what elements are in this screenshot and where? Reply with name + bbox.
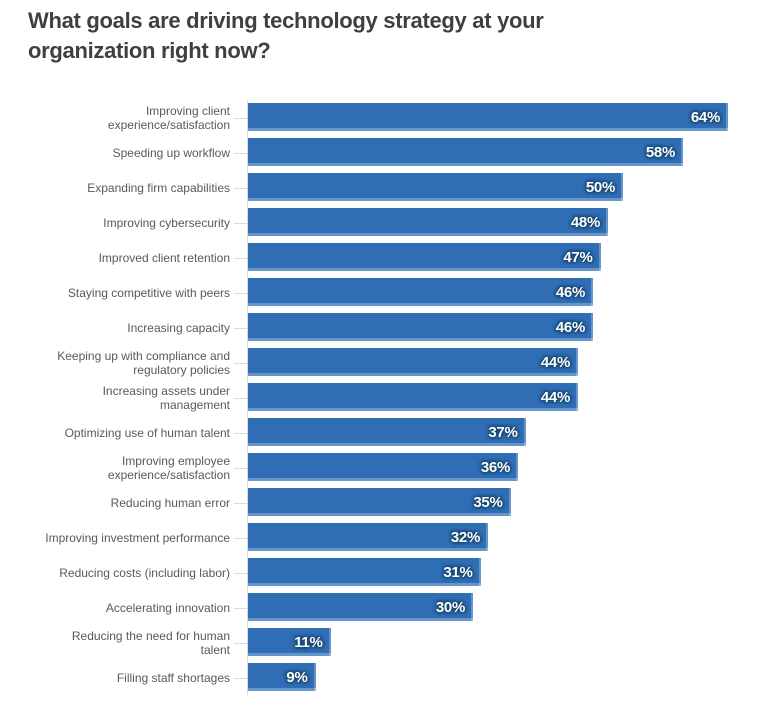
axis-tick: [234, 222, 247, 224]
category-label: Increasing assets under management: [102, 383, 230, 412]
chart-row: Speeding up workflow 58%: [0, 135, 763, 170]
axis-tick: [234, 432, 247, 434]
bar: 30%: [248, 593, 473, 621]
bar-chart: Improving client experience/satisfaction…: [0, 100, 763, 697]
category-label: Filling staff shortages: [116, 670, 230, 685]
category-label: Increasing capacity: [127, 320, 230, 335]
axis-tick: [234, 537, 247, 539]
chart-row: Improving employee experience/satisfacti…: [0, 450, 763, 485]
category-label: Reducing human error: [110, 495, 230, 510]
bar: 48%: [248, 208, 608, 236]
chart-row: Increasing capacity 46%: [0, 310, 763, 345]
bar-value-label: 48%: [570, 213, 600, 231]
bar: 58%: [248, 138, 683, 166]
bar-value-label: 44%: [540, 388, 570, 406]
chart-row: Expanding firm capabilities 50%: [0, 170, 763, 205]
bar-value-label: 11%: [294, 633, 323, 651]
bar-value-label: 36%: [480, 458, 510, 476]
category-label: Improved client retention: [98, 250, 230, 265]
bar: 50%: [248, 173, 623, 201]
bar-value-label: 9%: [286, 668, 308, 686]
category-label: Speeding up workflow: [112, 145, 230, 160]
axis-tick: [234, 607, 247, 609]
category-label: Improving investment performance: [45, 530, 230, 545]
bar-value-label: 46%: [555, 318, 585, 336]
category-label: Expanding firm capabilities: [87, 180, 230, 195]
axis-tick: [234, 117, 247, 119]
category-label: Keeping up with compliance and regulator…: [57, 348, 230, 377]
y-axis-line: [247, 100, 248, 695]
bar-value-label: 58%: [645, 143, 675, 161]
bar: 47%: [248, 243, 601, 271]
chart-row: Increasing assets under management 44%: [0, 380, 763, 415]
chart-row: Reducing costs (including labor) 31%: [0, 555, 763, 590]
axis-tick: [234, 467, 247, 469]
bar-value-label: 44%: [540, 353, 570, 371]
bar: 32%: [248, 523, 488, 551]
chart-row: Improving investment performance 32%: [0, 520, 763, 555]
bar: 35%: [248, 488, 511, 516]
axis-tick: [234, 572, 247, 574]
axis-tick: [234, 362, 247, 364]
category-label: Staying competitive with peers: [67, 285, 230, 300]
axis-tick: [234, 642, 247, 644]
bar: 44%: [248, 383, 578, 411]
chart-row: Filling staff shortages 9%: [0, 660, 763, 695]
category-label: Reducing costs (including labor): [59, 565, 230, 580]
chart-title: What goals are driving technology strate…: [28, 8, 544, 63]
bar-value-label: 37%: [488, 423, 518, 441]
chart-row: Accelerating innovation 30%: [0, 590, 763, 625]
bar: 64%: [248, 103, 728, 131]
axis-tick: [234, 502, 247, 504]
bar: 36%: [248, 453, 518, 481]
category-label: Improving cybersecurity: [103, 215, 230, 230]
bar: 31%: [248, 558, 481, 586]
chart-row: Reducing the need for human talent 11%: [0, 625, 763, 660]
axis-tick: [234, 327, 247, 329]
bar-value-label: 35%: [473, 493, 503, 511]
bar-value-label: 30%: [435, 598, 465, 616]
axis-tick: [234, 677, 247, 679]
category-label: Improving client experience/satisfaction: [107, 103, 230, 132]
chart-row: Optimizing use of human talent 37%: [0, 415, 763, 450]
bar: 44%: [248, 348, 578, 376]
chart-rows: Improving client experience/satisfaction…: [0, 100, 763, 695]
bar: 46%: [248, 278, 593, 306]
bar: 37%: [248, 418, 526, 446]
category-label: Improving employee experience/satisfacti…: [107, 453, 230, 482]
chart-row: Reducing human error 35%: [0, 485, 763, 520]
category-label: Optimizing use of human talent: [64, 425, 230, 440]
bar-value-label: 47%: [563, 248, 593, 266]
bar: 11%: [248, 628, 331, 656]
axis-tick: [234, 397, 247, 399]
bar-value-label: 46%: [555, 283, 585, 301]
axis-tick: [234, 152, 247, 154]
bar-value-label: 31%: [443, 563, 473, 581]
axis-tick: [234, 187, 247, 189]
bar: 46%: [248, 313, 593, 341]
category-label: Accelerating innovation: [105, 600, 230, 615]
bar-value-label: 50%: [585, 178, 615, 196]
chart-row: Improving client experience/satisfaction…: [0, 100, 763, 135]
bar: 9%: [248, 663, 316, 691]
axis-tick: [234, 292, 247, 294]
axis-tick: [234, 257, 247, 259]
chart-row: Improving cybersecurity 48%: [0, 205, 763, 240]
chart-row: Staying competitive with peers 46%: [0, 275, 763, 310]
category-label: Reducing the need for human talent: [71, 628, 230, 657]
chart-row: Keeping up with compliance and regulator…: [0, 345, 763, 380]
bar-value-label: 64%: [690, 108, 720, 126]
chart-row: Improved client retention 47%: [0, 240, 763, 275]
bar-value-label: 32%: [450, 528, 480, 546]
